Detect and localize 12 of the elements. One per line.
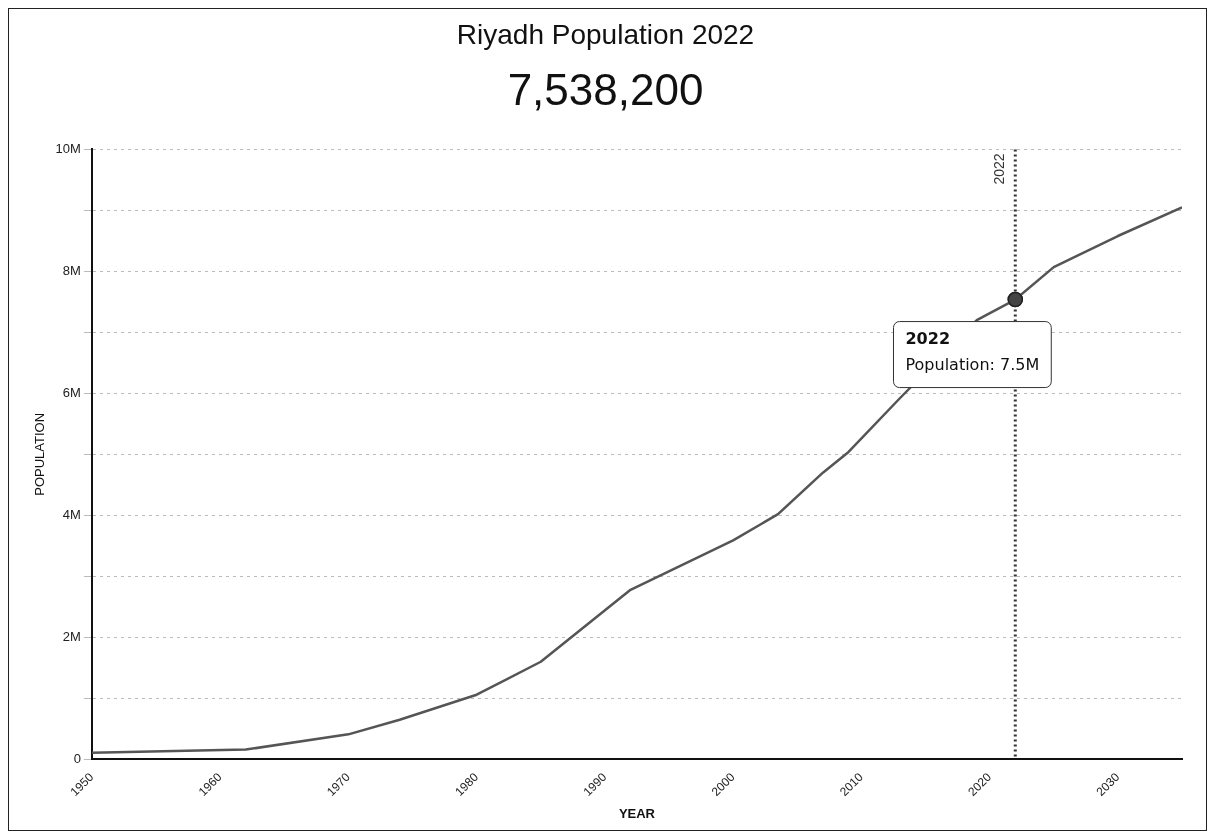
y-tick-label: 10M (55, 140, 81, 156)
chart-subtitle: 7,538,200 (507, 65, 704, 115)
y-tick-label: 4M (62, 506, 81, 522)
y-axis-title: POPULATION (32, 412, 48, 496)
y-tick-label: 2M (62, 628, 81, 644)
y-tick-label: 6M (62, 384, 81, 400)
y-tick-label: 0 (73, 750, 81, 766)
y-tick-label: 8M (62, 262, 81, 278)
x-axis-title: YEAR (618, 805, 656, 821)
annotation: 2022 Population: 7.5M (905, 328, 1040, 374)
chart-title: Riyadh Population 2022 (456, 18, 755, 50)
ref-line-label: 2022 (991, 153, 1008, 185)
